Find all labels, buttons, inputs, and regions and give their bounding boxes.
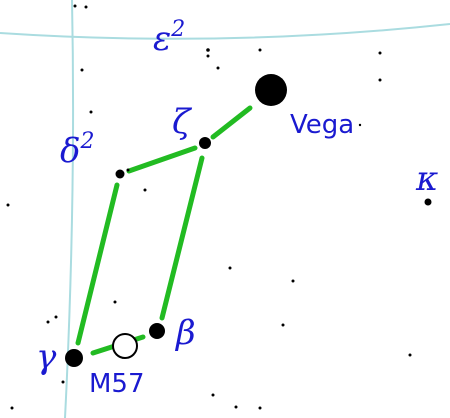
star [54, 315, 58, 319]
star [258, 406, 262, 410]
coordinate-line [0, 23, 450, 40]
constellation-line [75, 182, 120, 346]
star [80, 68, 84, 72]
star [291, 279, 295, 283]
star [143, 188, 147, 192]
label: M57 [89, 369, 145, 399]
star [113, 300, 117, 304]
star [6, 203, 10, 207]
star [211, 393, 215, 397]
star [378, 51, 382, 55]
star [216, 66, 220, 70]
star [206, 54, 210, 58]
label: β [174, 313, 196, 353]
star [281, 323, 285, 327]
star [378, 78, 382, 82]
label-sup: 2 [170, 17, 185, 42]
star [228, 266, 232, 270]
star [61, 380, 65, 384]
constellation-line [126, 145, 198, 174]
star [408, 353, 412, 357]
star [115, 169, 125, 179]
star [84, 5, 88, 9]
star [89, 110, 93, 114]
star [10, 406, 14, 410]
label-sup: 2 [79, 129, 94, 154]
label: ε2 [153, 17, 185, 59]
star [149, 323, 165, 339]
star [358, 123, 362, 127]
constellation-line [159, 155, 205, 321]
star [46, 320, 50, 324]
label-text: ε [153, 19, 171, 59]
star [65, 349, 83, 367]
label-text: δ [60, 131, 80, 171]
star [199, 137, 211, 149]
stars [6, 4, 432, 410]
star [255, 74, 287, 106]
star [206, 48, 210, 52]
label: Vega [290, 110, 354, 140]
label: γ [36, 337, 57, 377]
label: ζ [172, 102, 193, 142]
star [234, 405, 238, 409]
label: δ2 [60, 129, 94, 171]
star [424, 198, 432, 206]
label: κ [415, 159, 438, 199]
star [126, 168, 130, 172]
nebula [112, 333, 138, 359]
constellation-line [210, 105, 253, 140]
star [258, 48, 262, 52]
star [73, 4, 77, 8]
